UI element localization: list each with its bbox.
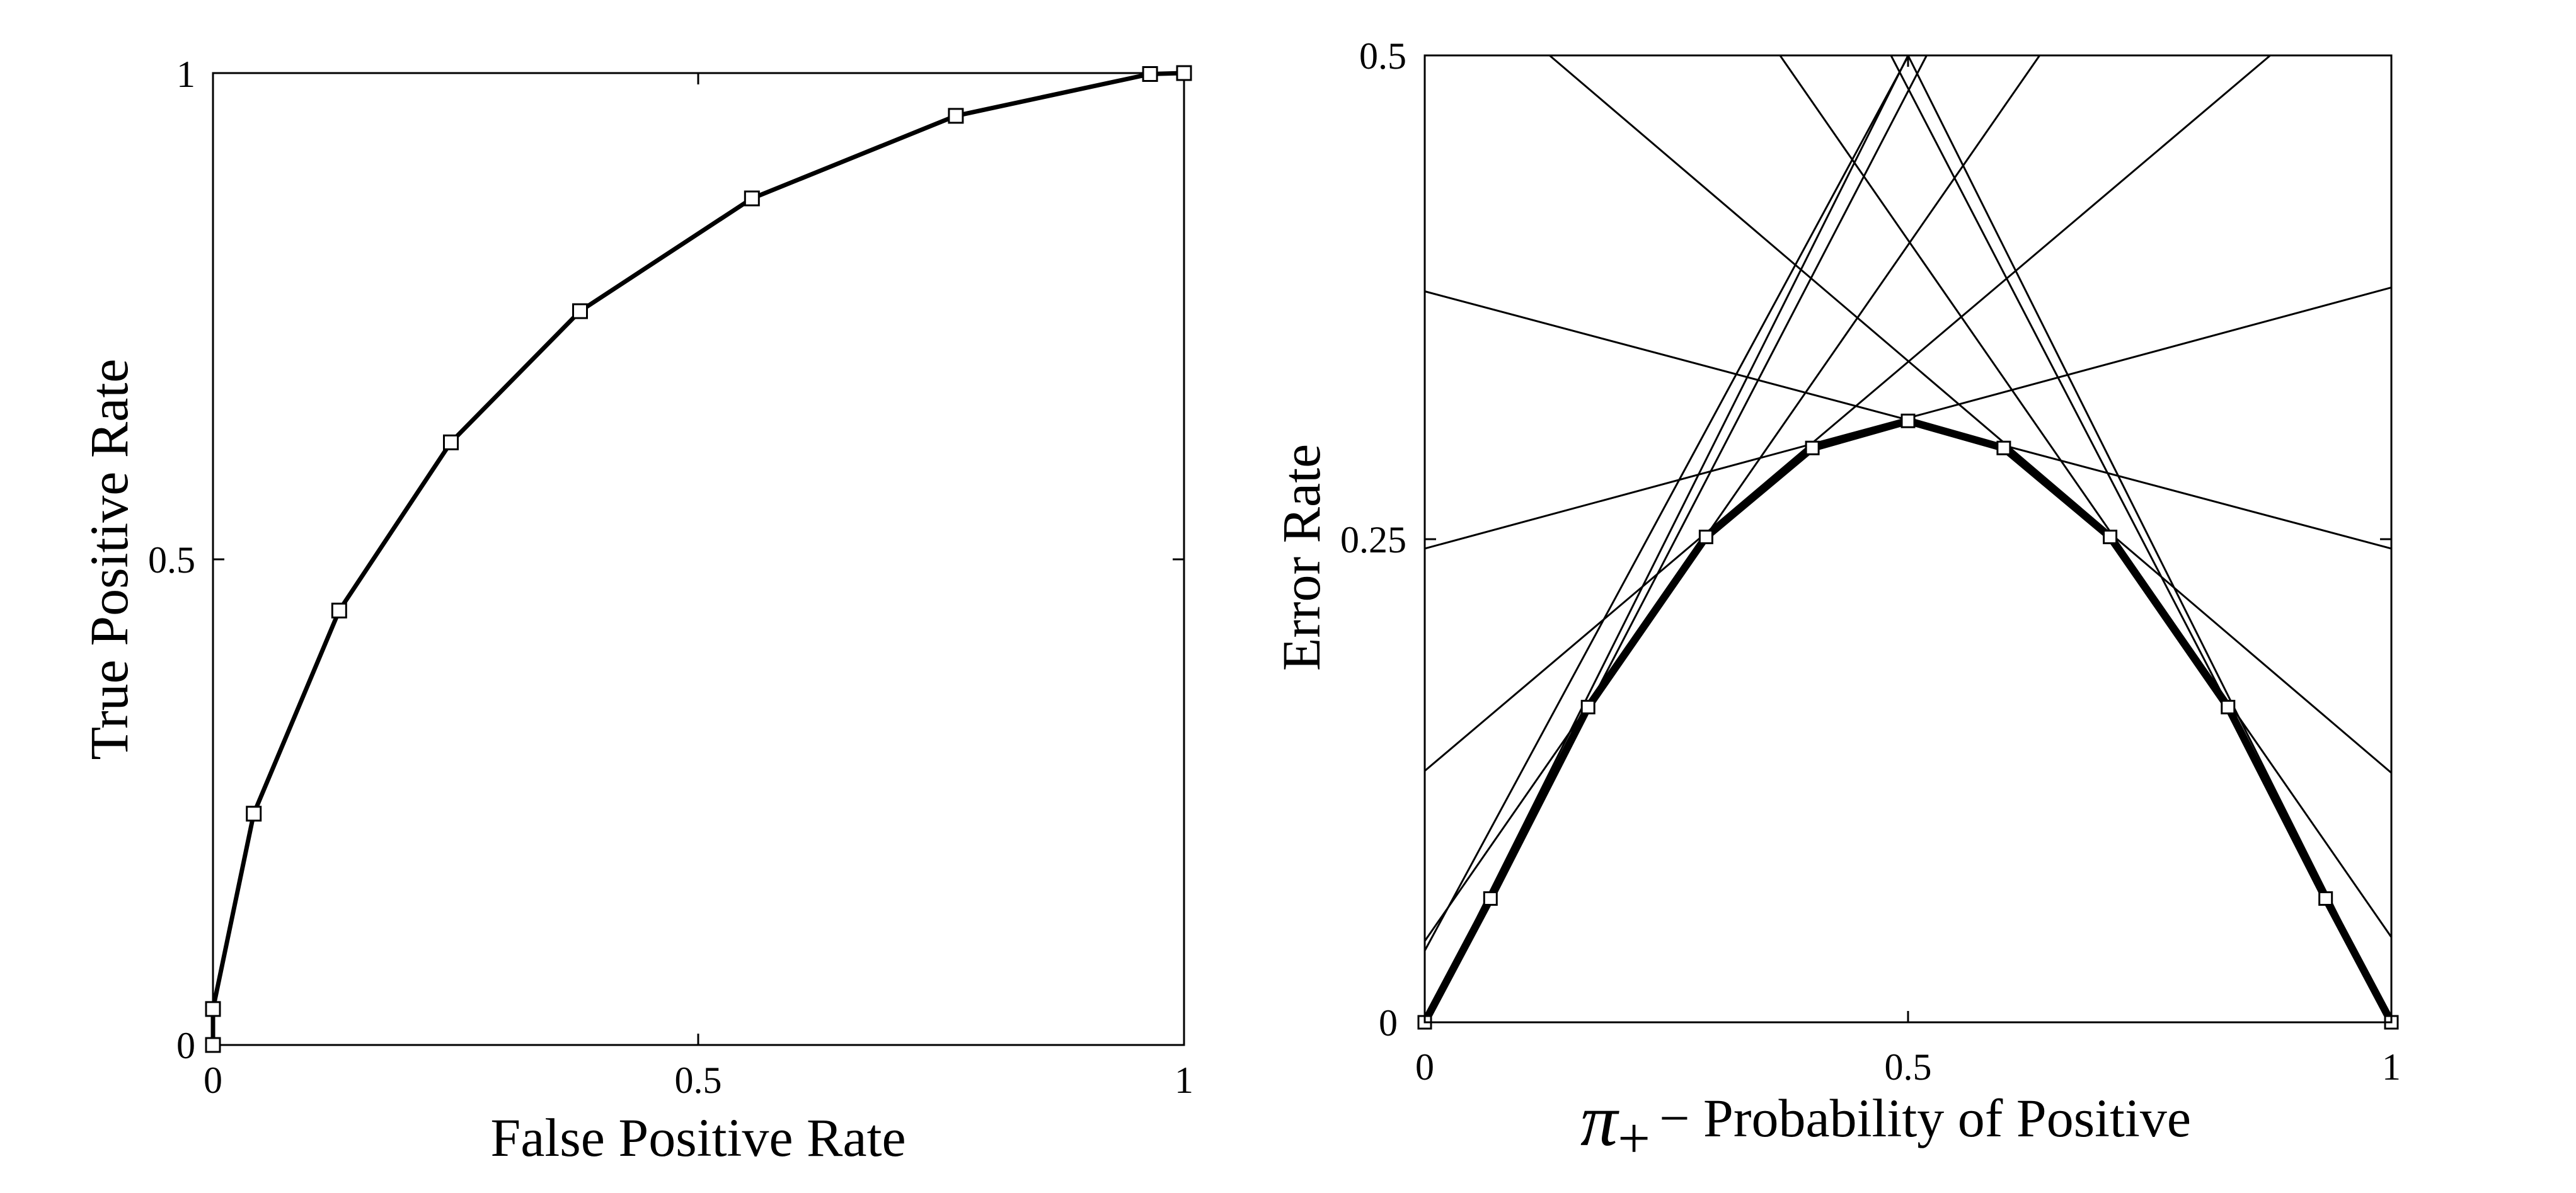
cost-line [1423,55,1910,952]
error-ytick-label: 0.5 [1359,35,1406,77]
roc-ytick-label: 0 [176,1025,195,1066]
error-ticks: 0 0.5 1 0 0.25 0.5 [1340,35,2401,1088]
roc-ticks: 0 0.5 1 0 0.5 1 [148,54,1193,1101]
cost-line [1424,54,2271,772]
error-point-marker [1805,440,1820,455]
roc-chart: 0 0.5 1 0 0.5 1 False Positive Rate True… [79,54,1193,1168]
pi-symbol: π [1580,1079,1619,1162]
cost-line [1779,55,2393,938]
roc-point-marker [246,806,262,822]
roc-point-marker [572,303,588,319]
error-x-axis-text: − Probability of Positive [1659,1088,2191,1148]
error-point-marker [2103,529,2118,544]
error-rate-chart: 0 0.5 1 0 0.25 0.5 π+ − Probability of Po… [1271,35,2401,1170]
roc-xtick-label: 1 [1175,1059,1193,1101]
roc-point-marker [331,602,347,619]
roc-point-marker [443,434,459,450]
roc-xtick-label: 0 [204,1059,222,1101]
error-point-marker [2318,891,2333,906]
roc-point-marker [1142,66,1158,82]
error-xtick-label: 1 [2382,1046,2401,1088]
roc-point-marker [1176,65,1192,81]
error-point-marker [1580,700,1596,715]
cost-line [1549,54,2392,774]
roc-curve-line [210,71,1185,1045]
roc-y-axis-label: True Positive Rate [79,358,139,760]
roc-point-marker [948,108,964,124]
error-ytick-label: 0.25 [1340,519,1406,561]
error-point-marker [1698,529,1713,544]
roc-point-marker [205,1001,221,1017]
error-point-marker [2221,700,2236,715]
error-ytick-label: 0 [1379,1002,1398,1044]
roc-x-axis-label: False Positive Rate [490,1107,906,1168]
error-point-marker [1483,891,1498,906]
roc-point-marker [205,1037,221,1053]
error-x-axis-label: π+ − Probability of Positive [1580,1079,2191,1170]
error-xtick-label: 0 [1415,1046,1434,1088]
error-y-axis-label: Error Rate [1271,444,1331,671]
error-rate-data-layer [1417,413,2399,1030]
pi-subscript: + [1618,1106,1650,1170]
error-xtick-label: 0.5 [1885,1046,1932,1088]
cost-line [1423,55,2041,942]
error-point-marker [1996,440,2011,455]
roc-xtick-label: 0.5 [675,1059,722,1101]
roc-ytick-label: 0.5 [148,539,195,581]
roc-data-layer [205,65,1192,1053]
roc-point-marker [744,190,760,207]
roc-ytick-label: 1 [176,54,195,95]
error-point-marker [1900,413,1916,428]
